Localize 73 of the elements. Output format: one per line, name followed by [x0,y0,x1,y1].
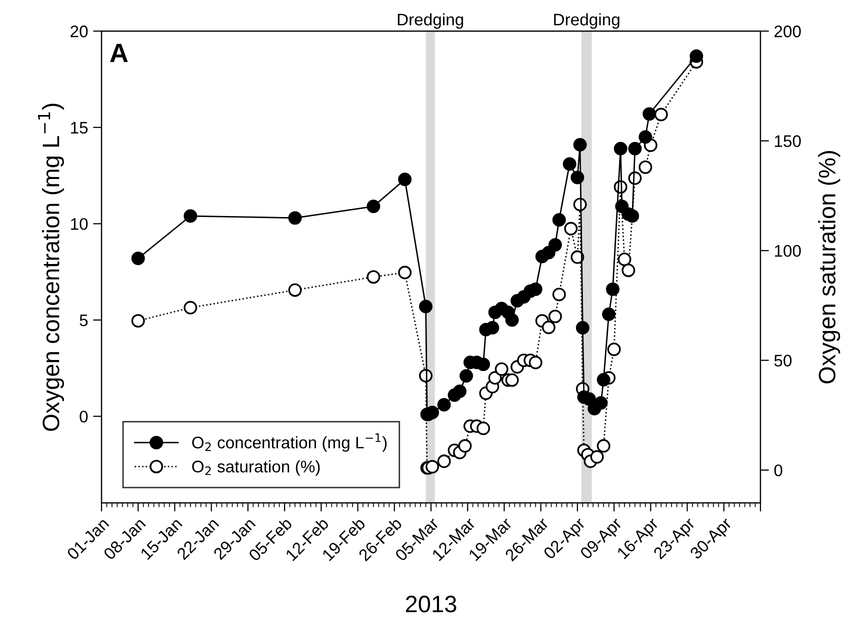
legend-label: O$_{2}$ concentration (mg L$^{−1}$) [192,433,387,452]
point [476,422,490,436]
annotation: A [110,44,128,62]
y2-tick-label: 200 [774,26,801,38]
point [453,384,466,398]
point [552,213,566,227]
y-tick-label: 5 [80,314,88,326]
y-tick-label: 20 [70,26,88,38]
y-axis-title: Oxygen concentration (mg L$^{−1}$) [38,104,64,431]
y2-tick-label: 100 [774,244,801,257]
point [548,310,562,324]
point [184,300,198,314]
point [607,342,621,356]
point [494,362,508,376]
band-label: Dredging [554,13,620,29]
point [562,157,576,171]
point [131,314,145,328]
point [288,211,302,225]
point [638,160,652,174]
point [505,373,519,387]
point [288,283,302,297]
point [642,107,656,121]
point [582,392,596,406]
point [626,209,640,223]
point [505,313,519,327]
point [366,200,380,214]
point [614,142,628,156]
point [460,369,474,383]
point [596,372,610,386]
y-tick-label: 10 [71,218,88,230]
band-label: Dredging [398,13,464,29]
point [528,282,542,296]
point [488,371,502,385]
point [573,138,587,152]
legend-label: O$_{2}$ saturation (%) [192,460,320,476]
y2-tick-label: 150 [774,135,801,148]
point [594,396,608,410]
point [596,439,610,453]
point [426,460,440,474]
point [564,222,578,236]
point [458,439,472,453]
point [618,252,632,266]
point [638,130,652,144]
point [622,264,636,278]
point [590,450,604,464]
point [690,49,704,63]
point [606,282,620,296]
point [528,356,542,370]
point [628,142,642,156]
point [398,266,412,280]
point [486,320,500,334]
point [366,270,380,284]
point [437,454,451,468]
point [131,252,145,266]
y2-tick-label: 50 [774,354,792,367]
point [570,170,584,184]
point [552,288,566,302]
point [602,308,616,321]
point [576,320,590,334]
point [542,320,556,334]
point [426,406,440,420]
point [476,358,490,372]
point [184,209,198,223]
y-tick-label: 15 [71,122,88,134]
y2-tick-label: 0 [774,464,782,476]
point [548,238,562,252]
y2-axis-title: Oxygen saturation (%) [818,151,840,384]
point [654,108,668,122]
x-axis-title: 2013 [406,596,456,612]
y-tick-label: 0 [80,410,88,423]
point [437,398,451,412]
point [419,300,433,314]
point [398,172,412,186]
